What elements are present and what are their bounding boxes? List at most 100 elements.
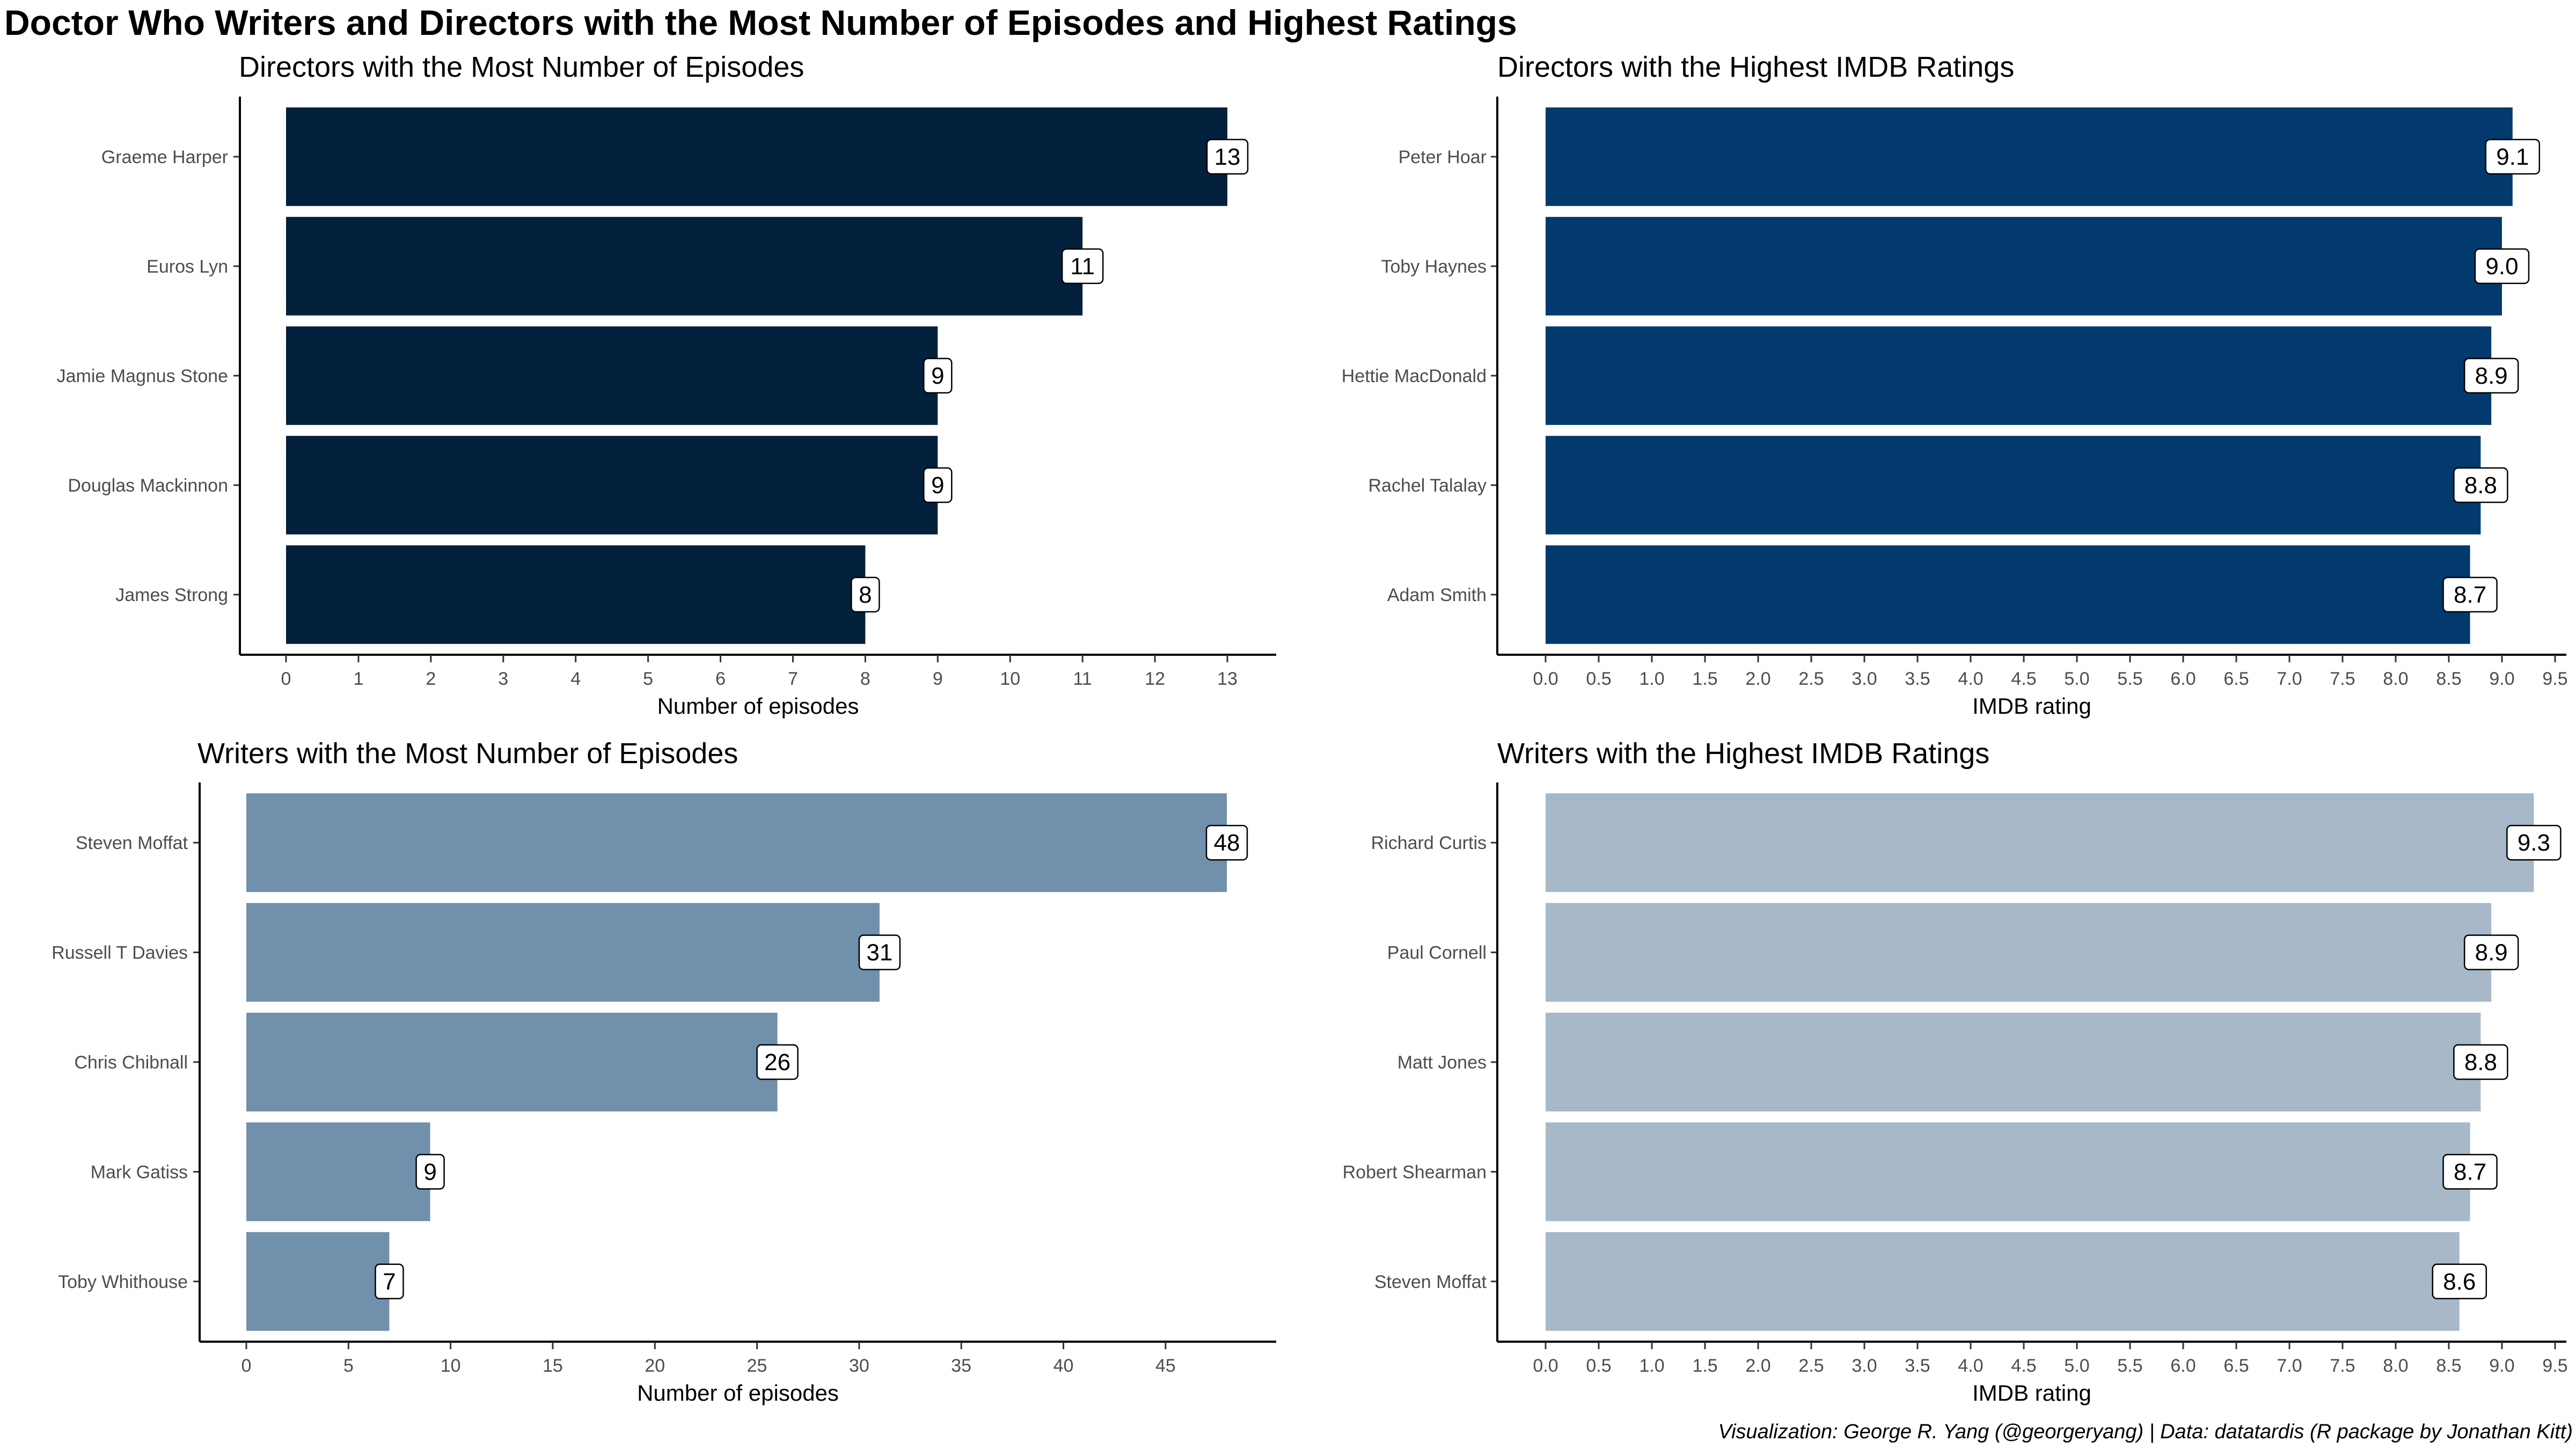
x-tick-label: 1.0 (1639, 669, 1664, 689)
x-tick-label: 6.0 (2170, 669, 2196, 689)
data-label: 9.0 (2485, 253, 2518, 280)
x-tick-label: 2.0 (1745, 669, 1770, 689)
chart-title: Writers with the Highest IMDB Ratings (1497, 737, 1989, 770)
x-tick-label: 5.5 (2117, 1356, 2142, 1376)
bar (1546, 217, 2502, 316)
chart-panel-2: Directors with the Highest IMDB Ratings P… (1342, 51, 2568, 719)
x-tick-label: 11 (1073, 669, 1092, 689)
x-tick-label: 5.5 (2117, 669, 2142, 689)
bar (246, 1013, 778, 1111)
category-label: Adam Smith (1387, 585, 1487, 605)
category-label: Matt Jones (1397, 1052, 1487, 1073)
data-label-box (858, 934, 901, 970)
bar (1546, 793, 2534, 892)
bar (1546, 326, 2492, 425)
category-label: Paul Cornell (1387, 943, 1487, 963)
data-label-box (2442, 1154, 2498, 1190)
chart-panel-3: Writers with the Most Number of Episodes… (52, 737, 1276, 1406)
x-tick-label: 6.5 (2223, 1356, 2249, 1376)
category-label: Steven Moffat (1374, 1272, 1487, 1292)
x-tick-label: 3.0 (1851, 669, 1877, 689)
bar (246, 793, 1227, 892)
data-label-group: 8.7 (2442, 576, 2498, 613)
data-label-box (2453, 467, 2508, 503)
bar (246, 1232, 390, 1331)
category-label: Rachel Talalay (1368, 475, 1487, 496)
data-label-group: 9.3 (2506, 824, 2562, 861)
x-tick-label: 4.0 (1958, 1356, 1983, 1376)
x-tick-label: 13 (1217, 669, 1238, 689)
category-label: Toby Whithouse (58, 1272, 188, 1292)
bar (246, 1122, 430, 1221)
data-label: 9 (931, 472, 944, 499)
data-label: 9 (931, 363, 944, 389)
data-label-box (756, 1044, 799, 1080)
data-label-group: 8.7 (2442, 1154, 2498, 1190)
data-label: 11 (1070, 253, 1095, 280)
chart-title: Writers with the Most Number of Episodes (197, 737, 738, 770)
x-tick-label: 20 (645, 1356, 665, 1376)
category-label: Steven Moffat (76, 833, 188, 853)
data-label-box (923, 467, 953, 503)
x-tick-label: 3.5 (1905, 1356, 1930, 1376)
bar (286, 545, 866, 644)
x-tick-label: 7.5 (2330, 669, 2355, 689)
bar (1546, 545, 2470, 644)
data-label-group: 48 (1205, 824, 1248, 861)
data-label-box (1061, 248, 1104, 284)
caption: Visualization: George R. Yang (@georgery… (1718, 1421, 2573, 1443)
x-tick-label: 2.0 (1745, 1356, 1770, 1376)
bar (1546, 1013, 2481, 1111)
category-label: Euros Lyn (147, 257, 228, 277)
x-tick-label: 2.5 (1798, 669, 1824, 689)
x-tick-label: 7 (788, 669, 798, 689)
bar (286, 436, 938, 535)
chart-title: Directors with the Highest IMDB Ratings (1497, 51, 2014, 83)
category-label: Hettie MacDonald (1342, 366, 1487, 386)
x-tick-label: 1.5 (1692, 669, 1717, 689)
data-label: 8.6 (2443, 1269, 2476, 1295)
x-axis-title: Number of episodes (637, 1380, 839, 1406)
data-label-group: 13 (1206, 138, 1249, 175)
bar (286, 107, 1227, 206)
data-label-group: 8.6 (2432, 1263, 2487, 1300)
x-tick-label: 8.0 (2383, 669, 2408, 689)
category-label: Graeme Harper (101, 147, 228, 167)
data-label: 8.9 (2475, 363, 2508, 389)
x-tick-label: 1.0 (1639, 1356, 1664, 1376)
x-tick-label: 1 (353, 669, 363, 689)
x-tick-label: 9.0 (2489, 1356, 2514, 1376)
x-tick-label: 15 (543, 1356, 563, 1376)
x-tick-label: 3.0 (1851, 1356, 1877, 1376)
category-label: Russell T Davies (52, 943, 188, 963)
data-label-group: 9.0 (2474, 248, 2530, 284)
data-label: 8.8 (2464, 472, 2497, 499)
data-label-group: 8.9 (2463, 934, 2519, 970)
data-label-group: 7 (375, 1263, 404, 1300)
category-label: Mark Gatiss (91, 1162, 188, 1182)
data-label-group: 8 (851, 576, 880, 613)
x-tick-label: 0.0 (1533, 1356, 1558, 1376)
data-label-group: 9.1 (2485, 138, 2541, 175)
data-label: 8.9 (2475, 940, 2508, 966)
x-tick-label: 8.0 (2383, 1356, 2408, 1376)
x-tick-label: 4.5 (2011, 1356, 2036, 1376)
category-label: Jamie Magnus Stone (57, 366, 228, 386)
data-label: 8.7 (2454, 1159, 2486, 1185)
data-label-group: 9 (923, 357, 953, 394)
bar (1546, 1232, 2460, 1331)
data-label-box (2485, 138, 2541, 175)
data-label-box (923, 357, 953, 394)
data-label: 13 (1214, 144, 1241, 170)
bar (1546, 903, 2492, 1002)
bar (1546, 1122, 2470, 1221)
x-tick-label: 7.5 (2330, 1356, 2355, 1376)
x-tick-label: 9.5 (2542, 1356, 2567, 1376)
x-tick-label: 0.0 (1533, 669, 1558, 689)
data-label-box (2453, 1044, 2508, 1080)
x-axis-title: Number of episodes (657, 693, 859, 719)
category-label: Chris Chibnall (74, 1052, 188, 1073)
x-tick-label: 7.0 (2277, 669, 2302, 689)
data-label: 7 (383, 1269, 396, 1295)
